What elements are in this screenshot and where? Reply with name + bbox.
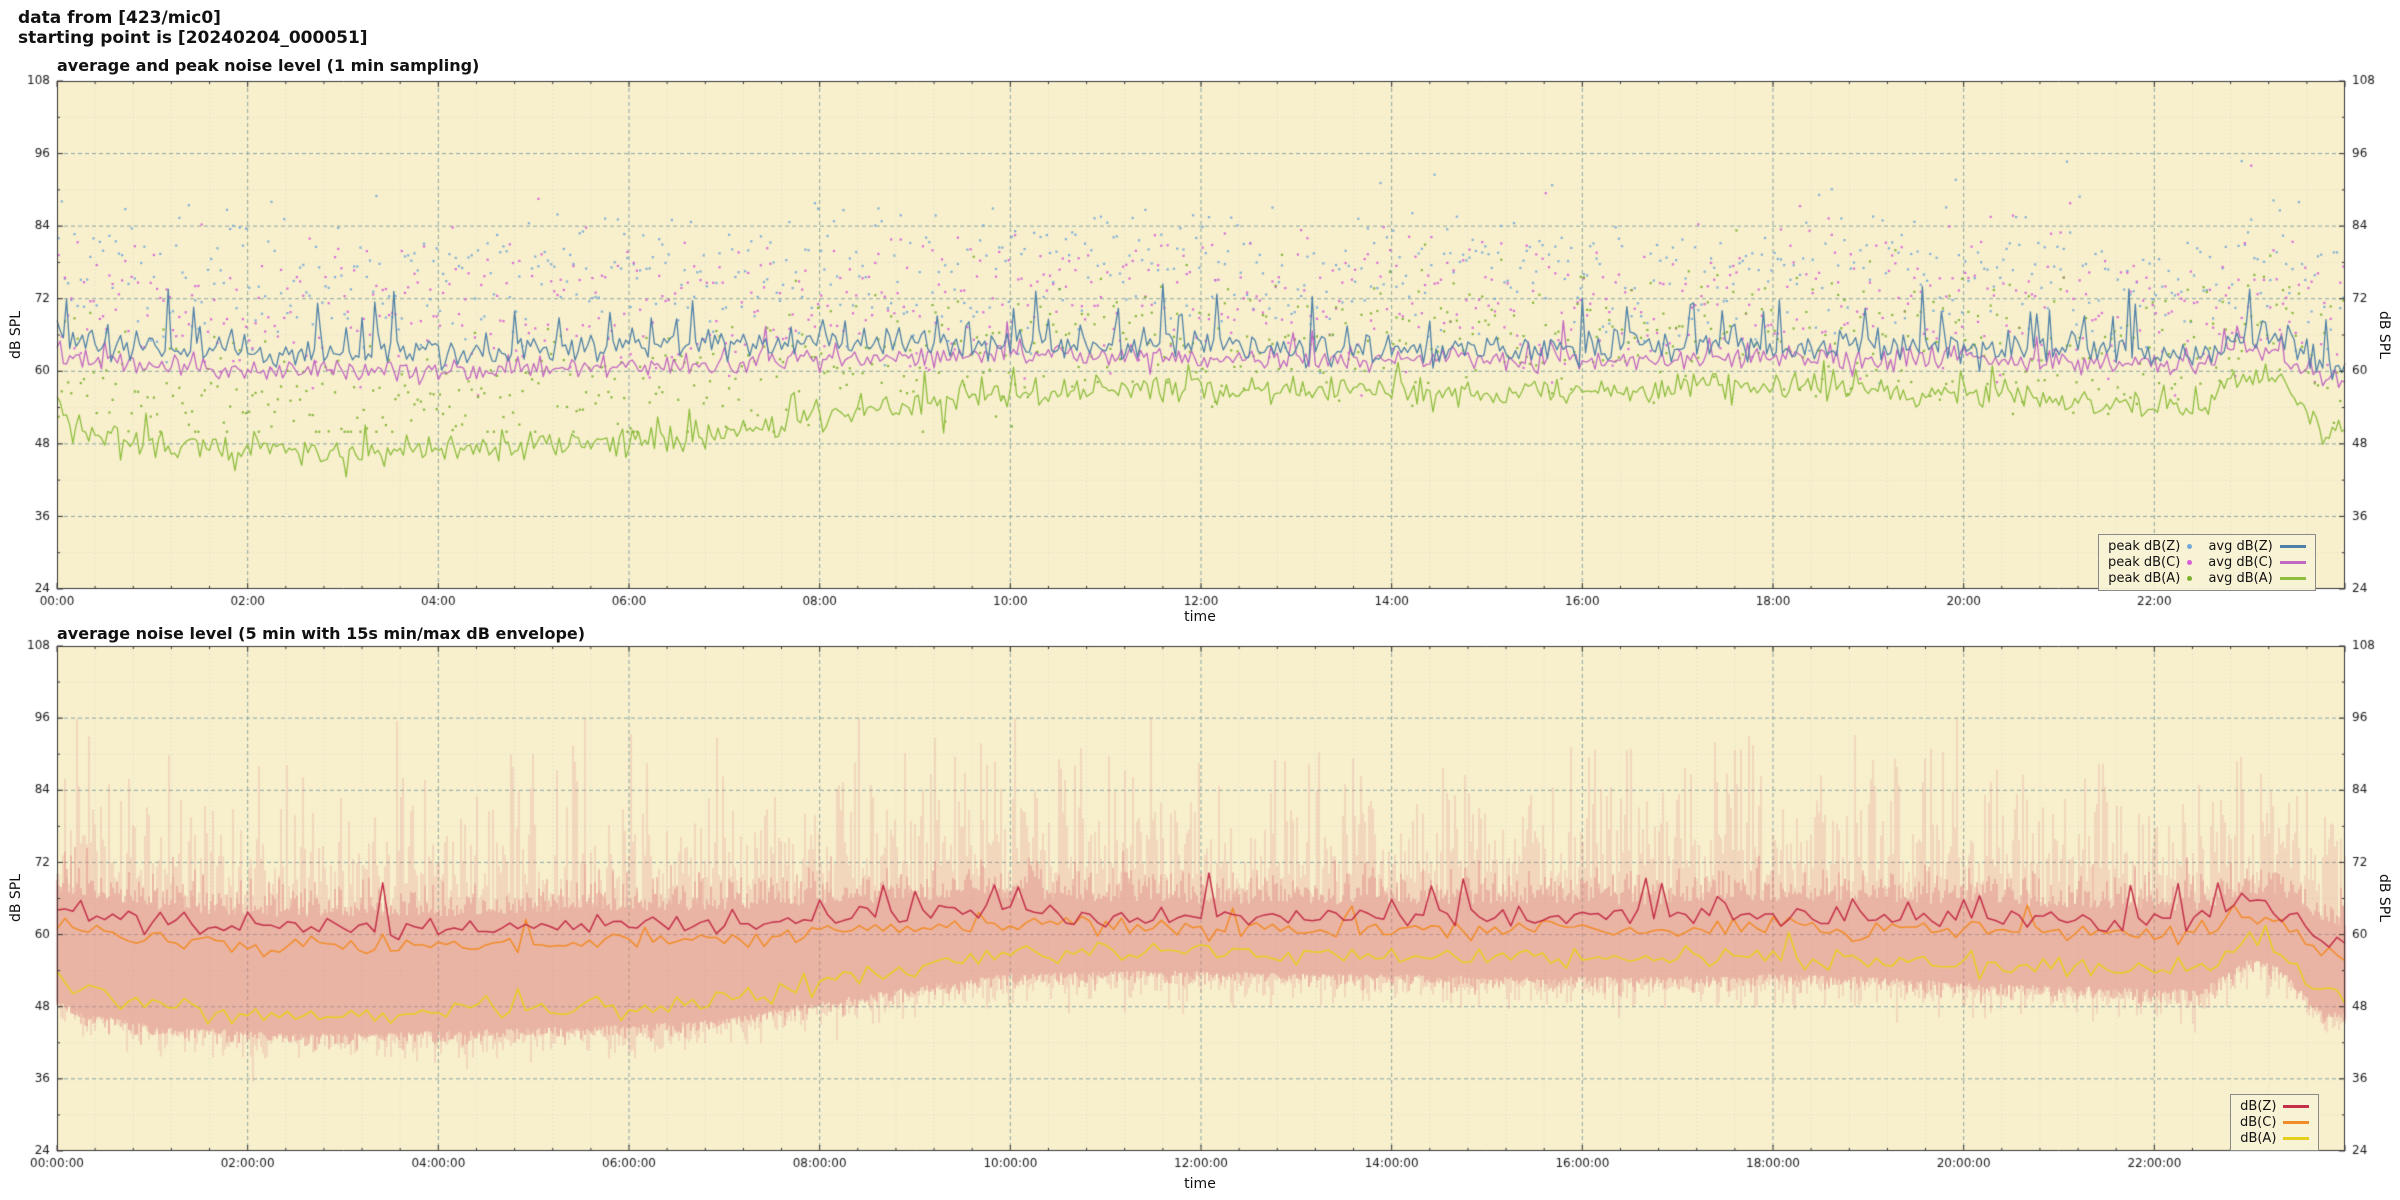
legend-label: peak dB(C) [2108,555,2181,570]
legend-label: dB(C) [2240,1115,2277,1130]
legend-item: peak dB(C) [2108,555,2193,570]
line-marker-icon [2279,561,2306,564]
legend-item: dB(C) [2240,1115,2310,1130]
legend-item: dB(Z) [2240,1099,2310,1114]
top-chart-legend: peak dB(Z) peak dB(C) peak dB(A) avg dB(Z) a… [2098,534,2316,591]
legend-item: dB(A) [2240,1131,2310,1146]
legend-label: avg dB(Z) [2208,539,2273,554]
legend-item: avg dB(A) [2208,571,2306,586]
top-chart-canvas [0,45,2400,625]
legend-label: avg dB(A) [2208,571,2273,586]
legend-item: peak dB(A) [2108,571,2193,586]
legend-item: avg dB(C) [2208,555,2306,570]
header-line-2: starting point is [20240204_000051] [18,28,368,48]
header-line-1: data from [423/mic0] [18,8,221,28]
bottom-y-axis-label-right: dB SPL [2376,873,2392,923]
top-y-axis-label-left: dB SPL [8,310,24,360]
top-y-axis-label-right: dB SPL [2376,310,2392,360]
line-marker-icon [2283,1121,2310,1124]
legend-item: avg dB(Z) [2208,539,2306,554]
point-marker-icon [2187,560,2193,565]
legend-label: dB(A) [2240,1131,2277,1146]
legend-label: avg dB(C) [2208,555,2273,570]
line-marker-icon [2279,545,2306,548]
legend-label: peak dB(A) [2108,571,2181,586]
point-marker-icon [2187,576,2193,581]
line-marker-icon [2283,1137,2310,1140]
top-x-axis-label: time [1184,609,1216,625]
legend-item: peak dB(Z) [2108,539,2193,554]
line-marker-icon [2279,577,2306,580]
legend-label: dB(Z) [2240,1099,2277,1114]
line-marker-icon [2283,1105,2310,1108]
bottom-chart-legend: dB(Z) dB(C) dB(A) [2230,1094,2320,1151]
bottom-y-axis-label-left: dB SPL [8,873,24,923]
point-marker-icon [2187,544,2193,549]
bottom-chart-canvas [0,625,2400,1200]
bottom-x-axis-label: time [1184,1176,1216,1192]
legend-label: peak dB(Z) [2108,539,2181,554]
